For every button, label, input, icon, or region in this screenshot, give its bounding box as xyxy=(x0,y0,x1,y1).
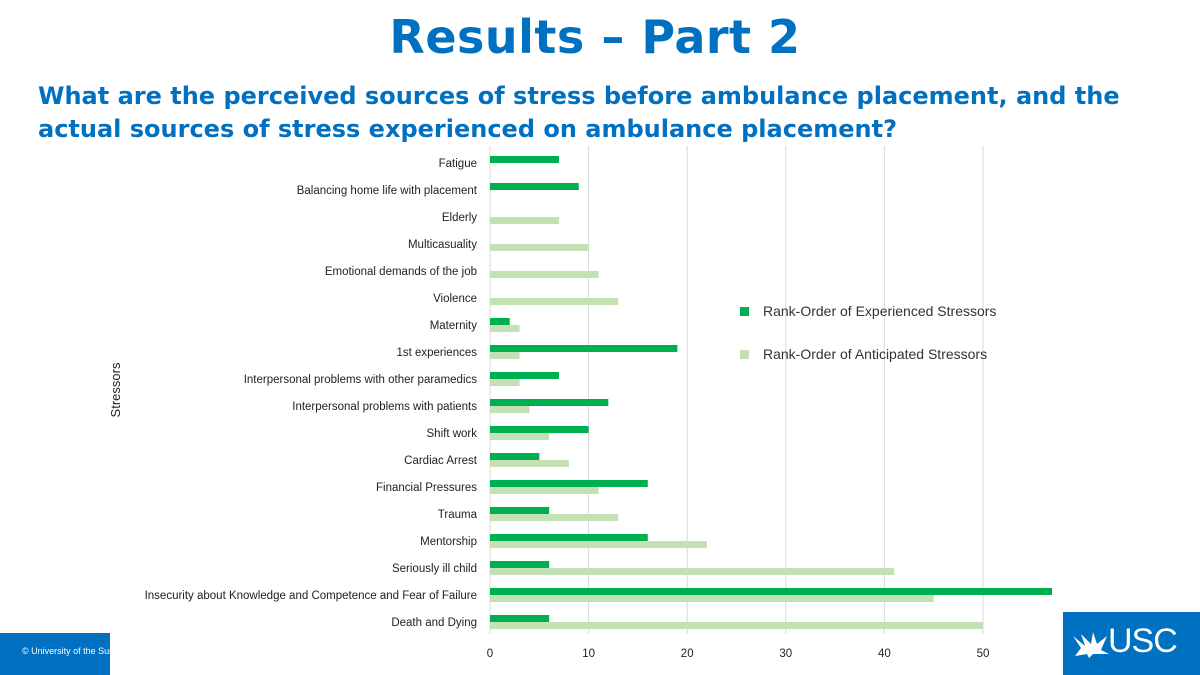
category-label: Trauma xyxy=(438,509,478,521)
logo-text: USC xyxy=(1108,622,1178,660)
bar-experienced xyxy=(490,615,550,622)
y-axis-label: Stressors xyxy=(108,362,123,417)
bar-anticipated xyxy=(490,595,934,602)
bar-anticipated xyxy=(490,433,550,440)
bar-anticipated xyxy=(490,325,520,332)
x-tick-label: 40 xyxy=(878,648,891,660)
bar-experienced xyxy=(490,345,678,352)
usc-logo xyxy=(1063,612,1200,675)
category-label: Cardiac Arrest xyxy=(404,455,478,467)
bar-anticipated xyxy=(490,244,589,251)
x-tick-label: 50 xyxy=(977,648,990,660)
chart-bars xyxy=(490,156,1053,629)
category-label: Maternity xyxy=(430,320,478,332)
bar-experienced xyxy=(490,534,648,541)
bar-experienced xyxy=(490,561,550,568)
category-label: Fatigue xyxy=(439,158,477,170)
category-label: Interpersonal problems with patients xyxy=(292,401,477,413)
bar-experienced xyxy=(490,588,1053,595)
category-label: Violence xyxy=(433,293,477,305)
bar-anticipated xyxy=(490,541,707,548)
bar-anticipated xyxy=(490,271,599,278)
bar-anticipated xyxy=(490,352,520,359)
bar-anticipated xyxy=(490,622,983,629)
category-label: Death and Dying xyxy=(391,617,477,629)
bar-experienced xyxy=(490,156,560,163)
bar-anticipated xyxy=(490,298,619,305)
bar-experienced xyxy=(490,399,609,406)
x-tick-label: 10 xyxy=(582,648,595,660)
category-label: Interpersonal problems with other parame… xyxy=(244,374,478,386)
chart-gridlines xyxy=(489,146,984,634)
x-tick-label: 30 xyxy=(779,648,792,660)
category-label: Balancing home life with placement xyxy=(297,185,478,197)
bar-experienced xyxy=(490,426,589,433)
x-tick-label: 20 xyxy=(681,648,694,660)
bar-anticipated xyxy=(490,217,560,224)
footer-bar: © University of the Sunshine Coast xyxy=(0,633,110,675)
legend-label: Rank-Order of Anticipated Stressors xyxy=(763,346,987,362)
category-label: Elderly xyxy=(442,212,477,224)
x-axis-ticks: 0 10 20 30 40 50 xyxy=(487,648,990,660)
category-label: Multicasuality xyxy=(408,239,477,251)
category-label: Financial Pressures xyxy=(376,482,477,494)
legend-swatch xyxy=(740,350,749,359)
bar-anticipated xyxy=(490,568,895,575)
category-labels: Fatigue Balancing home life with placemen… xyxy=(145,158,478,629)
category-label: Seriously ill child xyxy=(392,563,477,575)
bar-experienced xyxy=(490,318,510,325)
bar-experienced xyxy=(490,480,648,487)
bar-experienced xyxy=(490,453,540,460)
category-label: Emotional demands of the job xyxy=(325,266,477,278)
category-label: Insecurity about Knowledge and Competenc… xyxy=(145,590,477,602)
x-tick-label: 0 xyxy=(487,648,493,660)
bar-experienced xyxy=(490,372,560,379)
chart-legend: Rank-Order of Experienced Stressors Rank-… xyxy=(740,303,996,362)
bar-anticipated xyxy=(490,379,520,386)
legend-swatch xyxy=(740,307,749,316)
bar-experienced xyxy=(490,183,579,190)
category-label: Mentorship xyxy=(420,536,477,548)
slide-title: Results – Part 2 xyxy=(389,10,801,64)
leaf-logo-icon xyxy=(1073,632,1109,658)
bar-anticipated xyxy=(490,460,569,467)
category-label: 1st experiences xyxy=(396,347,477,359)
category-label: Shift work xyxy=(427,428,478,440)
bar-experienced xyxy=(490,507,550,514)
research-question: What are the perceived sources of stress… xyxy=(38,82,1120,143)
bar-anticipated xyxy=(490,487,599,494)
copyright-text: © University of the Sunshine Coast xyxy=(22,646,110,656)
legend-label: Rank-Order of Experienced Stressors xyxy=(763,303,996,319)
bar-anticipated xyxy=(490,514,619,521)
bar-anticipated xyxy=(490,406,530,413)
